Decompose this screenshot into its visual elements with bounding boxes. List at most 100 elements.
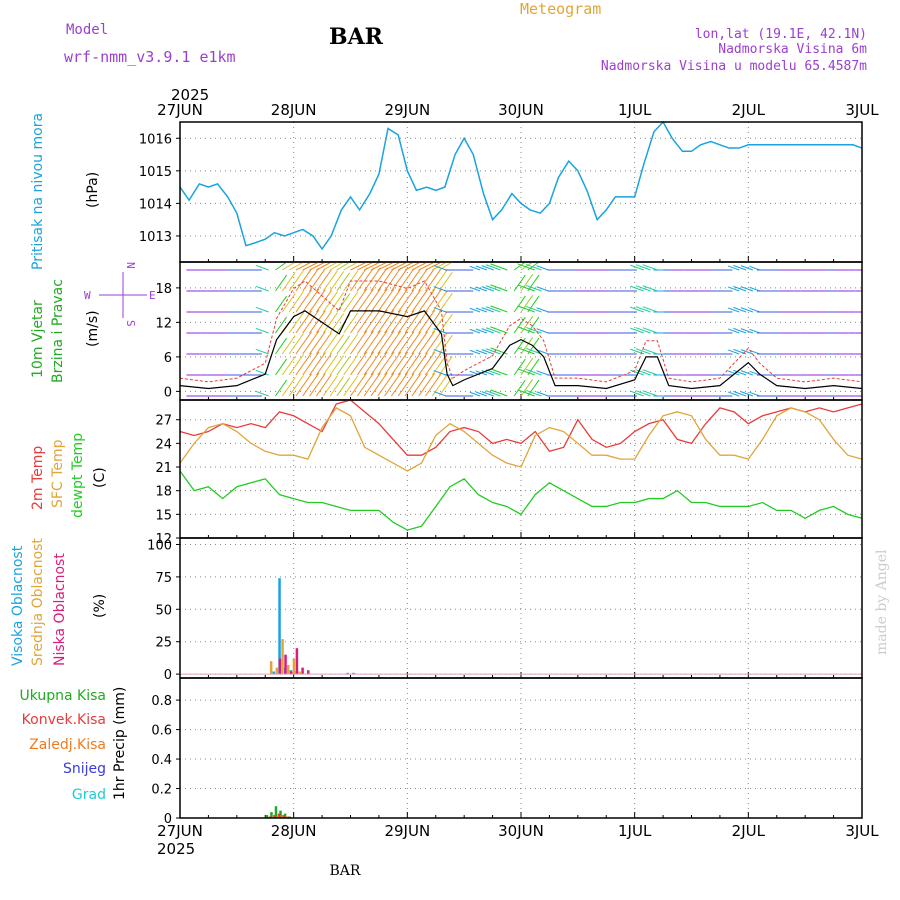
wind-arrow	[733, 306, 747, 313]
wind-arrow	[740, 370, 754, 376]
wind-arrow	[485, 264, 501, 271]
wind-arrow	[343, 375, 359, 397]
wind-arrow	[329, 292, 345, 313]
wind-arrow	[275, 316, 288, 334]
wind-arrow	[295, 268, 312, 292]
wind-arrow	[481, 265, 494, 271]
time-label-bottom-0: 27JUN	[157, 822, 203, 840]
wind-arrow	[520, 337, 534, 355]
wind-arrow	[343, 354, 359, 376]
wind-arrow	[363, 309, 381, 334]
wind-arrow	[418, 261, 435, 271]
legend-grad: Grad	[72, 787, 106, 803]
ytick-label-pressure-1: 1014	[139, 197, 172, 212]
model-label: Model	[66, 22, 108, 38]
wind-arrow	[513, 358, 526, 376]
wind-arrow	[350, 330, 368, 355]
wind-arrow	[336, 335, 351, 355]
wind-arrow	[295, 373, 312, 397]
wind-arrow	[343, 312, 359, 334]
wind-arrow	[397, 310, 415, 334]
wind-arrow	[635, 264, 651, 271]
wind-arrow	[336, 261, 350, 271]
time-label-top-1: 28JUN	[271, 101, 317, 119]
temp-unit: (C)	[92, 467, 108, 488]
wind-arrow	[391, 352, 408, 376]
wind-arrow	[329, 355, 345, 376]
ytick-label-precipitation-2: 0.4	[151, 753, 172, 768]
wind-arrow	[302, 288, 320, 313]
wind-arrow	[336, 377, 351, 397]
wind-arrow	[418, 288, 436, 313]
wind-arrow	[356, 330, 375, 355]
time-label-top-6: 3JUL	[845, 101, 879, 119]
wind-arrow	[255, 327, 269, 334]
wind-arrow	[404, 352, 421, 376]
wind-arrow	[336, 272, 351, 292]
wind-arrow	[255, 285, 269, 292]
pressure-line	[179, 120, 863, 251]
wind-arrow	[377, 372, 395, 397]
wind-arrow	[391, 373, 408, 397]
precip-bar	[273, 815, 276, 818]
wind-arrow	[727, 286, 740, 292]
wind-arrow	[397, 289, 415, 313]
cloud-low-ylabel: Niska Oblacnost	[52, 553, 68, 666]
wind-arrow	[288, 261, 304, 271]
wind-arrow	[329, 271, 345, 292]
wind-arrow	[397, 352, 415, 376]
wind-arrow	[635, 327, 651, 334]
wind-arrow	[350, 372, 368, 397]
wind-arrow	[727, 391, 740, 397]
wind-arrow	[485, 348, 501, 355]
wind-arrow	[475, 286, 488, 292]
wind-arrow	[418, 351, 436, 376]
wind-arrow	[370, 261, 388, 271]
pressure-ylabel: Pritisak na nivou mora	[30, 113, 46, 270]
wind-arrow	[513, 261, 526, 271]
wind-arrow	[398, 261, 415, 271]
wind-arrow	[391, 289, 408, 313]
wind-arrow	[363, 288, 381, 313]
wind-arrow	[275, 261, 287, 271]
wind-arrow	[336, 356, 351, 376]
wind-arrow	[526, 263, 542, 271]
time-label-top-3: 30JUN	[498, 101, 544, 119]
ytick-label-clouds-1: 25	[155, 636, 172, 651]
ytick-label-pressure-3: 1016	[139, 132, 172, 147]
precip-bar	[270, 812, 273, 818]
wind-arrow	[490, 368, 508, 376]
wind-arrow	[411, 373, 428, 397]
wind-arrow	[630, 390, 644, 397]
wind-arrow	[520, 358, 534, 376]
wind-arrow	[517, 326, 535, 334]
time-label-bottom-4: 1JUL	[618, 822, 652, 840]
wind-arrow	[536, 391, 549, 397]
wind-arrow	[384, 267, 402, 292]
wind-arrow	[363, 267, 381, 292]
wind-arrow	[520, 295, 534, 313]
cloud-bar	[307, 670, 310, 675]
wind-arrow	[255, 306, 269, 313]
model-elevation-text: Nadmorska Visina u modelu 65.4587m	[601, 59, 867, 74]
wind-arrow	[431, 332, 448, 355]
wind-arrow	[295, 289, 312, 313]
wind-arrow	[517, 347, 535, 355]
wind-arrow	[302, 261, 320, 271]
wind-arrow	[425, 351, 442, 376]
wind-arrow	[526, 368, 542, 376]
cloud-bar	[352, 672, 355, 675]
wind-arrow	[432, 261, 448, 271]
wind-arrow	[481, 370, 494, 376]
wind-arrow	[315, 332, 332, 355]
wind-arrow	[288, 312, 304, 334]
wind-arrow	[363, 372, 381, 397]
wind-arrow	[302, 330, 320, 355]
legend-zaledj: Zaledj.Kisa	[29, 737, 106, 753]
wind-arrow	[733, 285, 747, 292]
wind-arrow	[490, 263, 508, 271]
panel-pressure: 1013 1014 1015 1016	[139, 120, 863, 263]
wind-arrow	[370, 351, 388, 376]
wind-arrow	[733, 264, 747, 271]
wind-arrow	[411, 331, 428, 355]
